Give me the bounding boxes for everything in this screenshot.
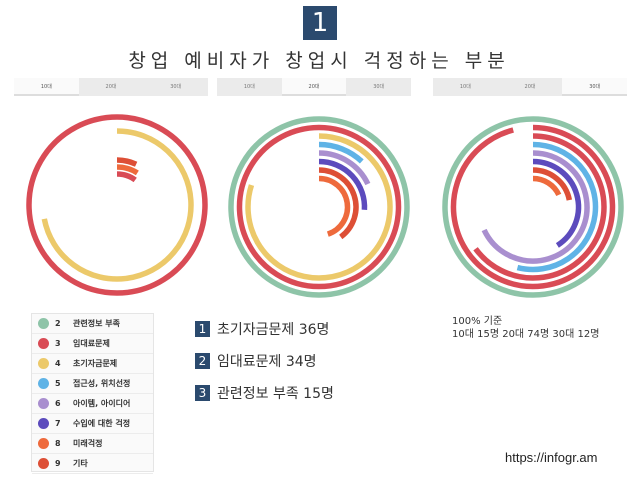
legend-label: 미래걱정 xyxy=(73,439,103,448)
legend-swatch xyxy=(38,438,49,449)
radial-bar-8 xyxy=(318,175,351,237)
legend-swatch xyxy=(38,458,49,469)
page-title: 창업 예비자가 창업시 걱정하는 부분 xyxy=(128,50,510,72)
ranking-item-1: 1 초기자금문제 36명 xyxy=(195,319,329,339)
radial-bar-3 xyxy=(236,124,402,290)
tab-10s[interactable]: 10대 xyxy=(14,78,79,96)
legend-item: 3 임대료문제 xyxy=(32,334,153,354)
ranking-item-2: 2 임대료문제 34명 xyxy=(195,351,317,371)
legend-label: 수입에 대한 걱정 xyxy=(73,419,131,428)
legend-number: 9 xyxy=(55,459,61,468)
tabbar-chart-2: 10대 20대 30대 xyxy=(217,78,411,96)
radial-bar-6 xyxy=(318,150,371,186)
radial-bar-9 xyxy=(318,167,359,240)
radial-bar-5 xyxy=(516,141,599,273)
ranking-item-3: 3 관련정보 부족 15명 xyxy=(195,383,334,403)
radial-chart-10s xyxy=(22,110,212,300)
radial-chart-20s xyxy=(224,112,414,302)
title-number-badge: 1 xyxy=(303,6,337,40)
radial-bar-2 xyxy=(228,116,410,298)
source-link[interactable]: https://infogr.am xyxy=(505,450,598,465)
radial-bar-3 xyxy=(473,133,607,281)
legend-item: 8 미래걱정 xyxy=(32,434,153,454)
legend-item: 5 접근성, 위치선정 xyxy=(32,374,153,394)
tab-20s[interactable]: 20대 xyxy=(524,84,536,90)
radial-bar-9 xyxy=(532,167,573,201)
legend-number: 7 xyxy=(55,419,61,428)
radial-bar-9 xyxy=(116,157,138,167)
radial-bar-2 xyxy=(442,116,624,298)
legend-number: 8 xyxy=(55,439,61,448)
legend-number: 3 xyxy=(55,339,61,348)
legend-number: 5 xyxy=(55,379,61,388)
radial-bar-7 xyxy=(532,158,582,248)
legend-swatch xyxy=(38,338,49,349)
radial-chart-30s xyxy=(438,112,628,302)
radial-bar-7 xyxy=(318,158,368,211)
legend-swatch xyxy=(38,378,49,389)
legend-swatch xyxy=(38,358,49,369)
rank-number-badge: 1 xyxy=(195,321,210,337)
rank-text: 관련정보 부족 15명 xyxy=(217,386,334,402)
radial-chart-svg xyxy=(228,116,410,298)
legend-swatch xyxy=(38,398,49,409)
legend-label: 기타 xyxy=(73,459,88,468)
tab-30s[interactable]: 30대 xyxy=(170,84,182,90)
radial-chart-svg xyxy=(26,114,208,296)
rank-number-badge: 3 xyxy=(195,385,210,401)
tabbar-chart-3: 10대 20대 30대 xyxy=(433,78,628,96)
legend-label: 접근성, 위치선정 xyxy=(73,379,131,388)
radial-bar-5 xyxy=(318,141,364,164)
tab-10s[interactable]: 10대 xyxy=(243,84,255,90)
legend-item: 4 초기자금문제 xyxy=(32,354,153,374)
radial-bar-8 xyxy=(116,164,139,176)
tab-30s[interactable]: 30대 xyxy=(562,78,628,96)
radial-bar-3 xyxy=(450,124,616,290)
tab-10s[interactable]: 10대 xyxy=(459,84,471,90)
legend-label: 초기자금문제 xyxy=(73,359,118,368)
legend-item: 2 관련정보 부족 xyxy=(32,314,153,334)
radial-bar-4 xyxy=(245,133,393,281)
legend-swatch xyxy=(38,318,49,329)
radial-bar-8 xyxy=(532,175,562,197)
note-line-basis: 100% 기준 xyxy=(452,316,503,327)
legend-number: 6 xyxy=(55,399,61,408)
sample-size-note: 100% 기준 10대 15명 20대 74명 30대 12명 xyxy=(452,315,599,341)
tabbar-chart-1: 10대 20대 30대 xyxy=(14,78,208,96)
radial-bar-6 xyxy=(481,150,590,264)
legend-label: 임대료문제 xyxy=(73,339,110,348)
legend-number: 2 xyxy=(55,319,61,328)
legend-label: 관련정보 부족 xyxy=(73,319,120,328)
radial-chart-svg xyxy=(442,116,624,298)
rank-text: 임대료문제 34명 xyxy=(217,354,317,370)
legend-item: 7 수입에 대한 걱정 xyxy=(32,414,153,434)
tab-20s[interactable]: 20대 xyxy=(281,78,347,96)
rank-number-badge: 2 xyxy=(195,353,210,369)
note-line-counts: 10대 15명 20대 74명 30대 12명 xyxy=(452,329,600,340)
legend-number: 4 xyxy=(55,359,61,368)
radial-bar-3 xyxy=(116,171,137,183)
legend-item: 6 아이템, 아이디어 xyxy=(32,394,153,414)
radial-bar-3 xyxy=(26,114,208,296)
tab-20s[interactable]: 20대 xyxy=(105,84,117,90)
chart-legend: 2 관련정보 부족 3 임대료문제 4 초기자금문제 5 접근성, 위치선정 6 아이템, 아이디… xyxy=(31,313,154,474)
rank-text: 초기자금문제 36명 xyxy=(217,322,330,338)
legend-label: 아이템, 아이디어 xyxy=(73,399,131,408)
radial-bar-4 xyxy=(41,128,194,282)
tab-30s[interactable]: 30대 xyxy=(373,84,385,90)
legend-swatch xyxy=(38,418,49,429)
legend-item: 9 기타 xyxy=(32,454,153,474)
